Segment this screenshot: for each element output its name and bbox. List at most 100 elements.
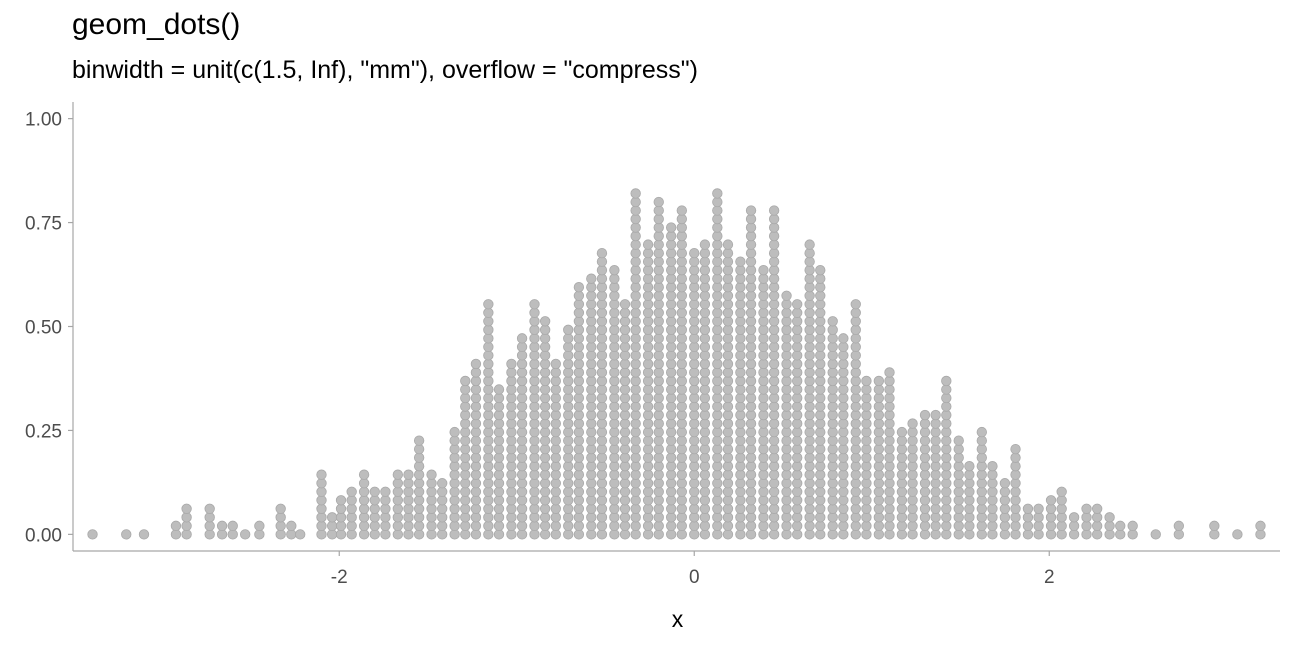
dot [392,495,403,506]
dot [392,520,403,532]
dot [735,307,746,318]
dot [792,341,803,353]
dot [642,503,654,514]
dot [850,503,861,514]
dot [642,435,654,446]
dot [758,529,769,540]
dot [781,435,792,446]
dot [573,435,585,446]
dot [781,452,792,463]
dot [699,358,711,370]
dot [563,461,574,472]
dot [722,512,734,523]
dot [358,520,370,532]
dot [1104,512,1115,523]
dot [850,478,861,489]
dot [941,529,952,540]
dot [666,358,677,370]
dot [529,426,540,438]
dot [483,418,494,429]
dot [483,461,494,472]
dot [449,469,460,480]
dot [1045,495,1057,506]
dot [804,375,815,387]
dot [529,392,540,404]
dot [516,401,528,412]
dot [735,478,746,489]
dot [316,495,327,506]
dot [437,495,448,506]
dot [550,503,561,514]
dot [506,384,517,395]
dot [653,495,664,506]
dot [586,384,597,395]
dot [827,350,838,361]
dot [586,341,597,353]
dot [529,409,540,421]
dot [529,333,540,344]
dot [653,333,664,344]
dot [827,486,838,497]
dot [815,290,826,301]
dot [745,239,757,250]
dot [529,375,540,387]
dot [653,290,664,301]
dot [358,529,370,540]
dot [976,503,987,514]
dot [735,452,746,463]
dot [563,333,574,344]
dot [437,478,448,489]
dot [896,503,908,514]
dot [827,341,838,353]
dot [449,503,460,514]
dot [735,375,746,387]
dot [745,520,757,532]
dot [827,324,838,335]
dot [630,443,641,455]
dot [563,358,574,370]
dot [815,341,826,353]
dot [722,384,734,395]
dot [827,503,838,514]
dot [827,384,838,395]
dot [630,256,641,267]
dot [976,520,987,532]
dot [850,520,861,532]
dot [804,512,815,523]
dot [941,384,952,395]
dot [861,443,872,455]
dot [563,350,574,361]
dot [619,520,631,532]
dot [619,324,631,335]
dot [676,333,687,344]
dot [539,333,551,344]
dot [403,486,414,497]
dot [768,299,780,310]
dot [506,478,517,489]
dot [653,273,664,284]
dot [768,435,780,446]
dot [506,529,517,540]
dot [838,333,849,344]
dot [689,375,700,387]
dot [838,503,849,514]
dot [907,512,918,523]
dot [529,461,540,472]
dot [884,418,895,429]
dot [516,503,528,514]
dot [941,426,952,438]
dot [792,358,803,370]
dot [953,469,964,480]
dot [1022,520,1034,532]
dot [907,418,918,429]
dot [666,230,677,242]
dot [676,503,687,514]
dot [483,324,494,335]
dot [630,350,641,361]
dot [449,452,460,463]
dot [699,461,711,472]
dot [781,520,792,532]
dot [460,486,471,497]
dot [850,418,861,429]
dot [861,469,872,480]
